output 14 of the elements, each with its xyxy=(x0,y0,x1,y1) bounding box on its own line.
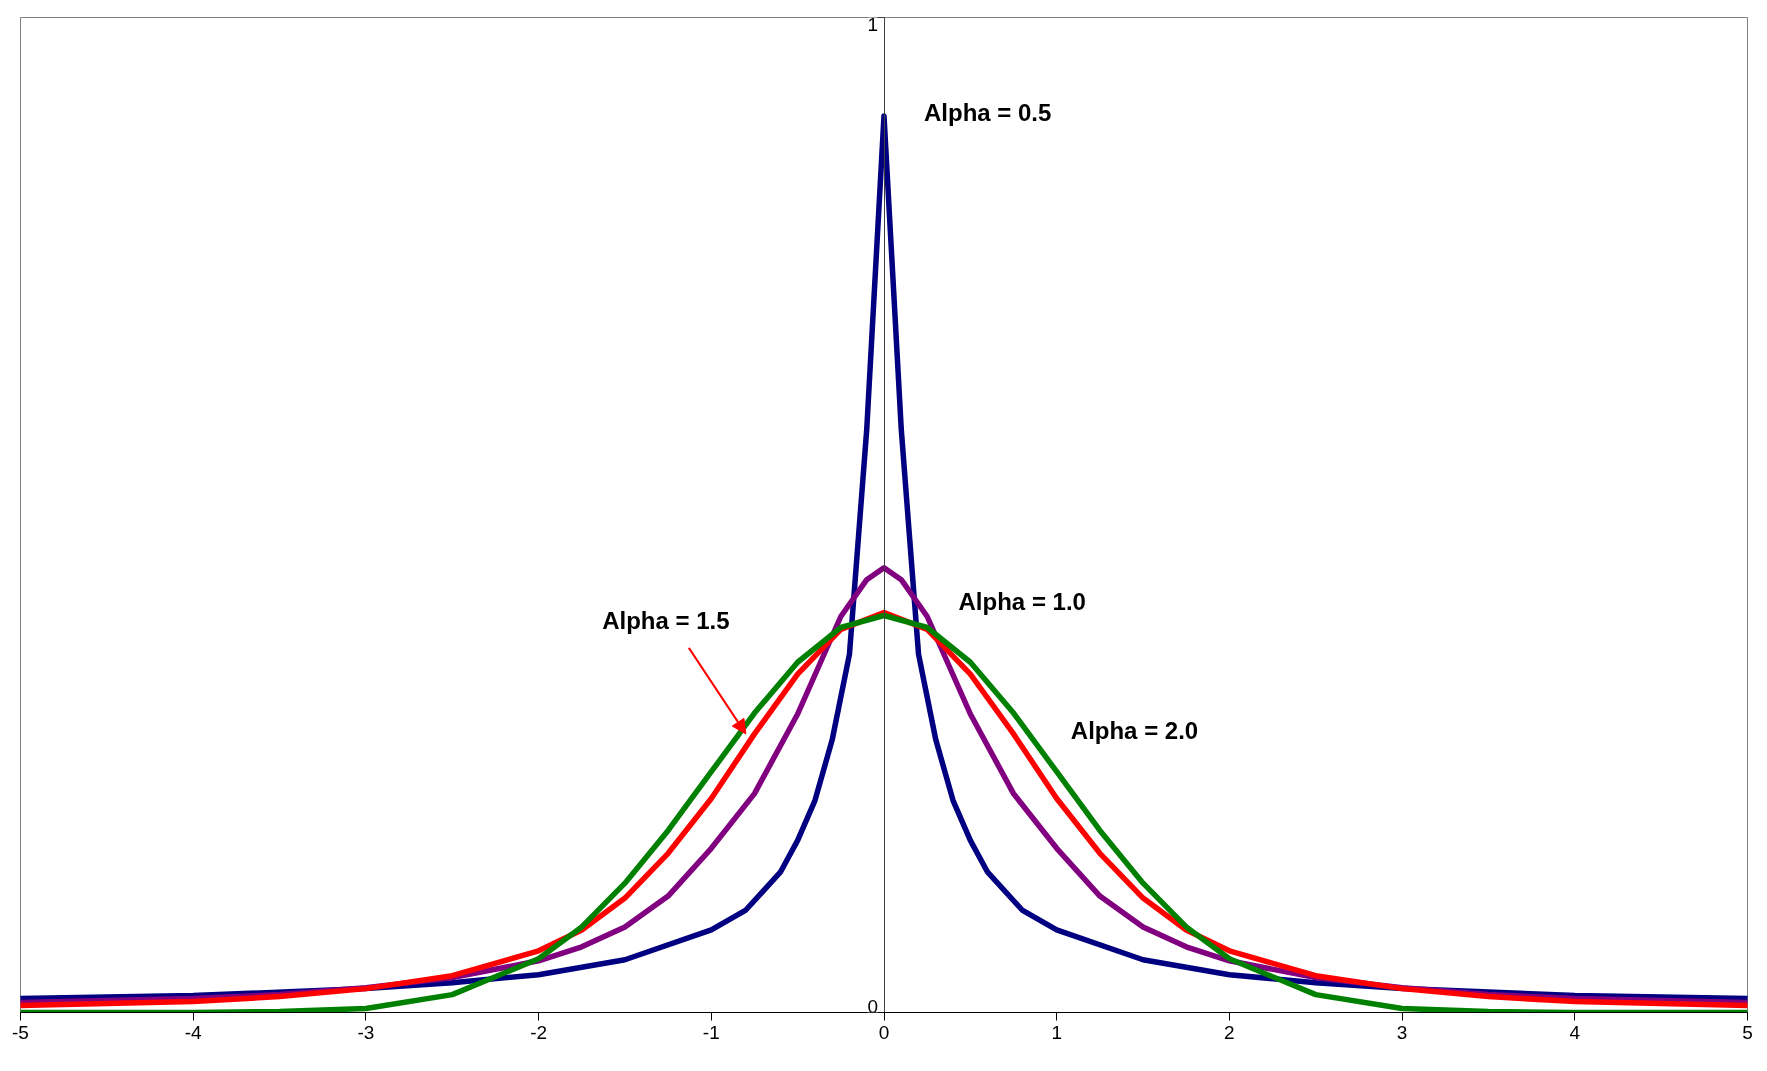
x-tick-label: 2 xyxy=(1224,1021,1235,1043)
x-tick-label: 3 xyxy=(1396,1021,1408,1043)
x-tick-label: -2 xyxy=(530,1021,548,1043)
x-tick-label: 5 xyxy=(1742,1021,1753,1043)
x-tick-label: -4 xyxy=(184,1021,203,1043)
x-tick-label: 1 xyxy=(1051,1021,1062,1043)
x-tick-label: -3 xyxy=(357,1021,375,1043)
x-tick-label: -5 xyxy=(12,1021,29,1043)
x-tick-label: -1 xyxy=(702,1021,720,1043)
annotation: Alpha = 0.5 xyxy=(924,99,1052,126)
annotation: Alpha = 1.5 xyxy=(602,606,730,634)
x-tick-label: 4 xyxy=(1569,1021,1581,1043)
annotation: Alpha = 1.0 xyxy=(958,587,1086,615)
annotation: Alpha = 2.0 xyxy=(1070,716,1199,744)
